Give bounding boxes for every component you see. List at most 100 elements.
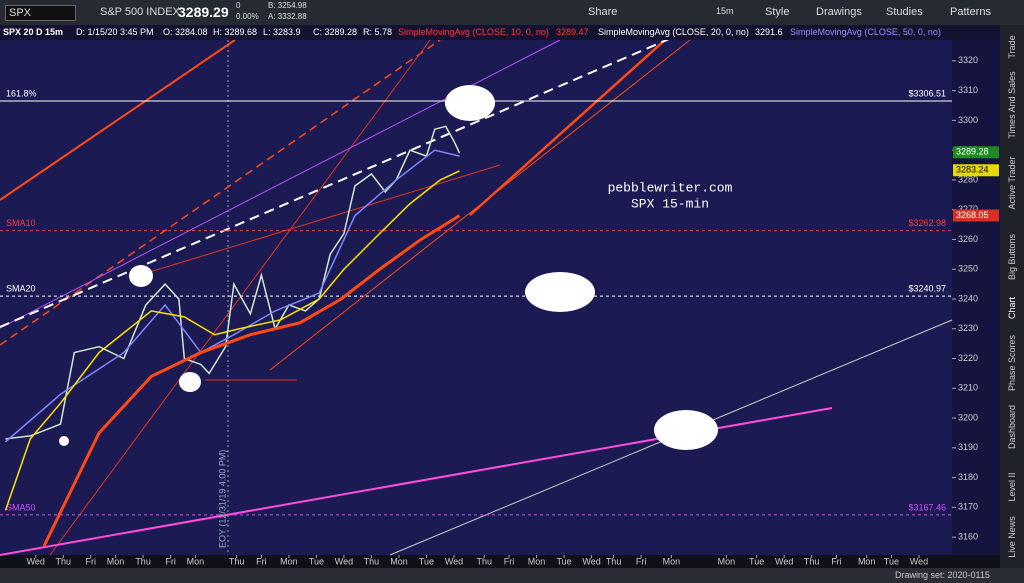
button[interactable]: Style [765,6,790,18]
trend-line [469,39,666,216]
y-tick-label: 3200 [958,412,978,422]
y-tick-label: 3270 [958,204,978,214]
tab[interactable]: Big Buttons [1007,233,1017,281]
y-tick-label: 3230 [958,323,978,333]
tab[interactable]: Trade [1007,35,1017,59]
button[interactable]: 15m [716,6,734,16]
x-tick-label: Mon [187,556,205,566]
x-tick-label: Tue [309,556,324,566]
y-tick-label: 3260 [958,234,978,244]
ask: A: 3332.88 [268,12,307,21]
series-line [42,214,461,547]
x-tick-label: Mon [107,556,125,566]
highlights [59,85,718,450]
y-tick-label: 3220 [958,353,978,363]
x-tick-label: Mon [390,556,408,566]
side-tabs: Trade Times And Sales Active Trader Big … [1000,25,1024,568]
x-tick-label: Thu [135,556,151,566]
plot-bg [0,40,952,555]
symbol-box[interactable]: SPX [5,5,76,21]
chart: pebblewriter.com SPX 15-min EOY (12/31/1… [0,29,1000,568]
x-tick-label: Thu [229,556,245,566]
level-value: $3240.97 [908,283,946,293]
x-tick-label: Wed [910,556,928,566]
low: L: 3283.9 [263,27,301,37]
ellipse [525,272,595,312]
y-tick-label: 3190 [958,442,978,452]
open: O: 3284.08 [163,27,208,37]
status-bar: Drawing set: 2020-0115 [0,568,1024,583]
tab[interactable]: Active Trader [1007,156,1017,210]
x-tick-label: Thu [804,556,820,566]
y-tick-label: 3280 [958,174,978,184]
date: D: 1/15/20 3:45 PM [76,27,154,37]
study-label: SimpleMovingAvg (CLOSE, 50, 0, no) [790,27,941,37]
x-tick-label: Tue [419,556,434,566]
price-tag [953,146,999,159]
ellipse [445,85,495,121]
x-tick-label: Tue [556,556,571,566]
y-tick-label: 3170 [958,502,978,512]
x-tick-label: Mon [663,556,681,566]
button[interactable]: Patterns [950,6,991,18]
price-tag [953,209,999,222]
y-tick-label: 3310 [958,85,978,95]
button[interactable]: Studies [886,6,923,18]
close: C: 3289.28 [313,27,358,37]
x-tick-label: Fri [831,556,842,566]
tab[interactable]: Phase Scores [1007,334,1017,392]
study-label: SimpleMovingAvg (CLOSE, 10, 0, no) [398,27,549,37]
x-tick-label: Fri [86,556,97,566]
trend-line [0,39,236,201]
trend-line [0,29,691,328]
study-value: 3291.6 [755,27,783,37]
y-tick-label: 3240 [958,293,978,303]
y-tick-label: 3180 [958,472,978,482]
series-line [4,170,460,511]
x-tick-label: Wed [445,556,463,566]
tab[interactable]: Live News [1007,516,1017,558]
tab[interactable]: Chart [1007,296,1017,320]
level-value: $3306.51 [908,88,946,98]
last-price: 3289.29 [178,4,229,20]
ellipse [654,410,718,450]
trend-line [49,39,431,556]
x-tick-label: Wed [335,556,353,566]
info-bar: SPX 20 D 15m D: 1/15/20 3:45 PM O: 3284.… [0,25,1000,40]
study-label: SimpleMovingAvg (CLOSE, 20, 0, no) [598,27,749,37]
price-tag-label: 3283.24 [956,165,989,175]
x-tick-label: Mon [528,556,546,566]
y-tick-label: 3300 [958,115,978,125]
tab[interactable]: Times And Sales [1007,71,1017,139]
x-tick-label: Fri [256,556,267,566]
y-tick-label: 3320 [958,55,978,65]
x-tick-label: Tue [749,556,764,566]
x-tick-label: Wed [27,556,45,566]
description: S&P 500 INDEX [100,6,180,18]
y-tick-label: 3210 [958,383,978,393]
level-value: $3167.46 [908,502,946,512]
x-tick-label: Mon [718,556,736,566]
chart-label: SPX 20 D 15m [3,27,64,37]
x-axis-bg [0,555,1000,568]
level-label: SMA10 [6,218,36,228]
x-tick-label: Wed [582,556,600,566]
button[interactable]: Drawings [816,6,862,18]
price-tag-label: 3268.05 [956,210,989,220]
x-tick-label: Wed [775,556,793,566]
high: H: 3289.68 [213,27,258,37]
x-tick-label: Mon [858,556,876,566]
button[interactable]: Share [588,6,618,18]
ellipse [179,372,201,392]
tab[interactable]: Dashboard [1007,404,1017,450]
x-tick-label: Mon [280,556,298,566]
x-tick-label: Thu [606,556,622,566]
tab[interactable]: Level II [1007,472,1017,502]
x-tick-label: Thu [476,556,492,566]
change-pct: 0.00% [236,12,259,21]
study-value: 3289.47 [556,27,589,37]
level-label: SMA50 [6,502,36,512]
ellipse [59,436,69,446]
x-tick-label: Fri [504,556,515,566]
level-value: $3262.98 [908,218,946,228]
